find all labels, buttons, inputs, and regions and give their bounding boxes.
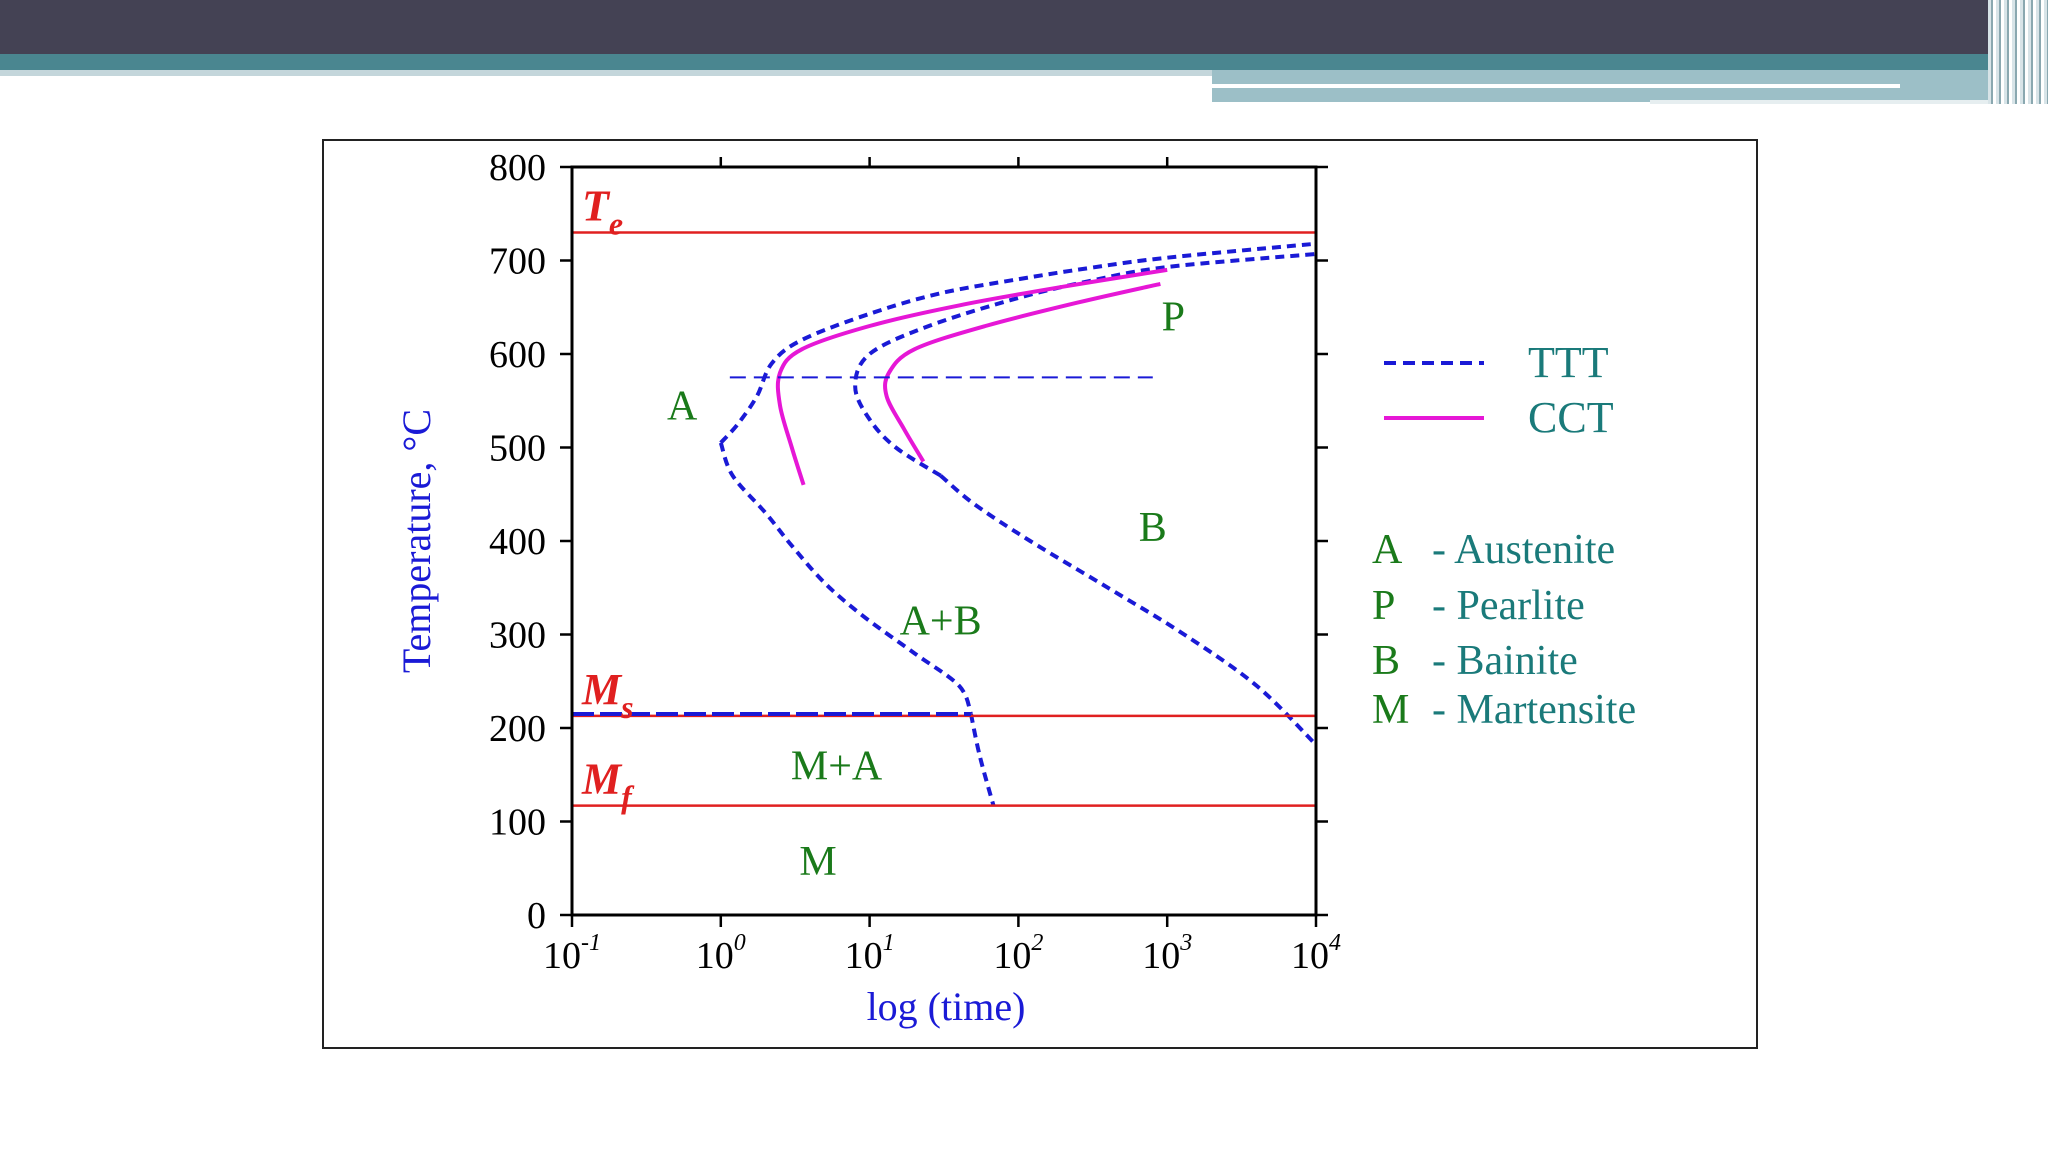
phase-key-letter: M: [1372, 687, 1409, 733]
slide-header-stripes: [1988, 0, 2048, 104]
y-tick-label: 700: [489, 241, 546, 283]
slide-header-accent-line-2: [1650, 100, 2048, 104]
legend-label: CCT: [1528, 393, 1614, 442]
x-tick-label: 102: [993, 930, 1043, 977]
region-label: A: [667, 383, 698, 429]
reference-lines: [572, 231, 1316, 807]
x-tick-label: 10-1: [543, 930, 601, 977]
ttt-curve-3: [939, 474, 1316, 747]
region-label: B: [1139, 505, 1167, 551]
hline-label-ms: Ms: [581, 665, 634, 725]
slide-header-accent-line: [1212, 84, 1900, 88]
phase-key-letter: B: [1372, 638, 1400, 684]
x-tick-label: 100: [696, 930, 746, 977]
y-axis-label: Temperature, °C: [394, 409, 439, 673]
plot-area: [572, 167, 1316, 915]
phase-key-name: - Austenite: [1432, 527, 1615, 573]
ttt-curve-2: [969, 713, 996, 807]
ttt-curve-0: [719, 241, 1316, 445]
x-tick-label: 104: [1291, 930, 1341, 977]
phase-region-labels: A P B A+B M+A M: [667, 295, 1185, 885]
region-label: M: [799, 839, 836, 885]
ttt-curve-1: [718, 442, 973, 715]
region-label: P: [1162, 295, 1185, 341]
phase-key-letter: A: [1372, 527, 1403, 573]
y-axis: 0 100 200 300 400 500 600 700 800: [489, 147, 1328, 937]
slide-header-teal-bar: [0, 54, 2048, 70]
legend-label: TTT: [1528, 338, 1609, 387]
hline-label-mf: Mf: [581, 755, 635, 815]
y-tick-label: 500: [489, 428, 546, 470]
x-axis: 10-1 100 101 102 103 104: [543, 157, 1341, 977]
legend: TTT CCT: [1384, 338, 1614, 442]
hline-label-te: Te: [582, 181, 623, 241]
y-tick-label: 600: [489, 334, 546, 376]
cct-curve-6: [883, 281, 1161, 463]
y-tick-label: 300: [489, 615, 546, 657]
slide-header-dark-bar: [0, 0, 2048, 54]
y-tick-label: 200: [489, 708, 546, 750]
series-layer: [718, 241, 1316, 807]
x-axis-label: log (time): [867, 984, 1026, 1029]
region-label: A+B: [900, 598, 982, 644]
y-tick-label: 100: [489, 802, 546, 844]
phase-key-name: - Pearlite: [1432, 583, 1585, 629]
x-tick-label: 101: [845, 930, 895, 977]
phase-key: A - Austenite P - Pearlite B - Bainite M - Mart…: [1372, 527, 1636, 733]
slide-header-light-bar: [0, 70, 1212, 76]
y-tick-label: 0: [527, 895, 546, 937]
line-labels: Te Ms Mf: [581, 181, 635, 814]
ttt-curve-4: [853, 252, 1316, 478]
phase-key-letter: P: [1372, 583, 1395, 629]
y-tick-label: 400: [489, 521, 546, 563]
x-tick-label: 103: [1142, 930, 1192, 977]
y-tick-label: 800: [489, 147, 546, 189]
phase-key-name: - Martensite: [1432, 687, 1636, 733]
region-label: M+A: [791, 743, 883, 789]
phase-key-name: - Bainite: [1432, 638, 1578, 684]
cct-curve-5: [775, 267, 1168, 486]
